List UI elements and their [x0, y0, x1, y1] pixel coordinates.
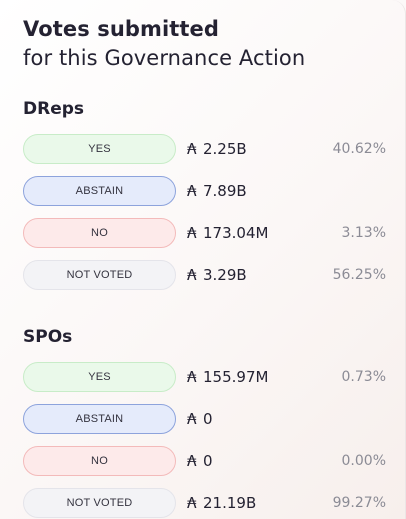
spos-heading: SPOs: [23, 327, 73, 347]
spo-no-pill: NO: [23, 446, 176, 476]
ada-symbol-icon: ₳: [187, 266, 197, 284]
spo-abstain-amount: ₳ 0: [187, 404, 213, 434]
ada-symbol-icon: ₳: [187, 182, 197, 200]
drep-abstain-pill: ABSTAIN: [23, 176, 176, 206]
drep-notvoted-pill: NOT VOTED: [23, 260, 176, 290]
drep-abstain-value: 7.89B: [203, 182, 247, 200]
spo-no-percent: 0.00%: [341, 453, 386, 469]
ada-symbol-icon: ₳: [187, 494, 197, 512]
drep-abstain-amount: ₳ 7.89B: [187, 176, 247, 206]
spo-no-value: 0: [203, 452, 213, 470]
spo-yes-value: 155.97M: [203, 368, 269, 386]
drep-yes-percent: 40.62%: [332, 141, 386, 157]
spo-notvoted-value: 21.19B: [203, 494, 257, 512]
spo-notvoted-pill: NOT VOTED: [23, 488, 176, 518]
spo-notvoted-percent: 99.27%: [332, 495, 386, 511]
ada-symbol-icon: ₳: [187, 140, 197, 158]
drep-notvoted-value: 3.29B: [203, 266, 247, 284]
drep-no-pill: NO: [23, 218, 176, 248]
ada-symbol-icon: ₳: [187, 410, 197, 428]
drep-no-row: NO ₳ 173.04M 3.13%: [23, 218, 386, 248]
card-subtitle: for this Governance Action: [23, 46, 306, 70]
drep-yes-pill: YES: [23, 134, 176, 164]
spo-yes-amount: ₳ 155.97M: [187, 362, 268, 392]
spo-no-amount: ₳ 0: [187, 446, 213, 476]
drep-no-amount: ₳ 173.04M: [187, 218, 268, 248]
drep-abstain-row: ABSTAIN ₳ 7.89B: [23, 176, 386, 206]
drep-yes-row: YES ₳ 2.25B 40.62%: [23, 134, 386, 164]
spo-yes-pill: YES: [23, 362, 176, 392]
dreps-heading: DReps: [23, 99, 85, 119]
drep-no-value: 173.04M: [203, 224, 269, 242]
drep-notvoted-percent: 56.25%: [332, 267, 386, 283]
drep-no-percent: 3.13%: [341, 225, 386, 241]
ada-symbol-icon: ₳: [187, 368, 197, 386]
drep-notvoted-amount: ₳ 3.29B: [187, 260, 247, 290]
spo-yes-row: YES ₳ 155.97M 0.73%: [23, 362, 386, 392]
spo-no-row: NO ₳ 0 0.00%: [23, 446, 386, 476]
card-title: Votes submitted: [23, 17, 220, 41]
spo-abstain-pill: ABSTAIN: [23, 404, 176, 434]
ada-symbol-icon: ₳: [187, 452, 197, 470]
spo-abstain-row: ABSTAIN ₳ 0: [23, 404, 386, 434]
drep-yes-amount: ₳ 2.25B: [187, 134, 247, 164]
drep-yes-value: 2.25B: [203, 140, 247, 158]
spo-yes-percent: 0.73%: [341, 369, 386, 385]
ada-symbol-icon: ₳: [187, 224, 197, 242]
drep-notvoted-row: NOT VOTED ₳ 3.29B 56.25%: [23, 260, 386, 290]
spo-abstain-value: 0: [203, 410, 213, 428]
spo-notvoted-amount: ₳ 21.19B: [187, 488, 256, 518]
spo-notvoted-row: NOT VOTED ₳ 21.19B 99.27%: [23, 488, 386, 518]
